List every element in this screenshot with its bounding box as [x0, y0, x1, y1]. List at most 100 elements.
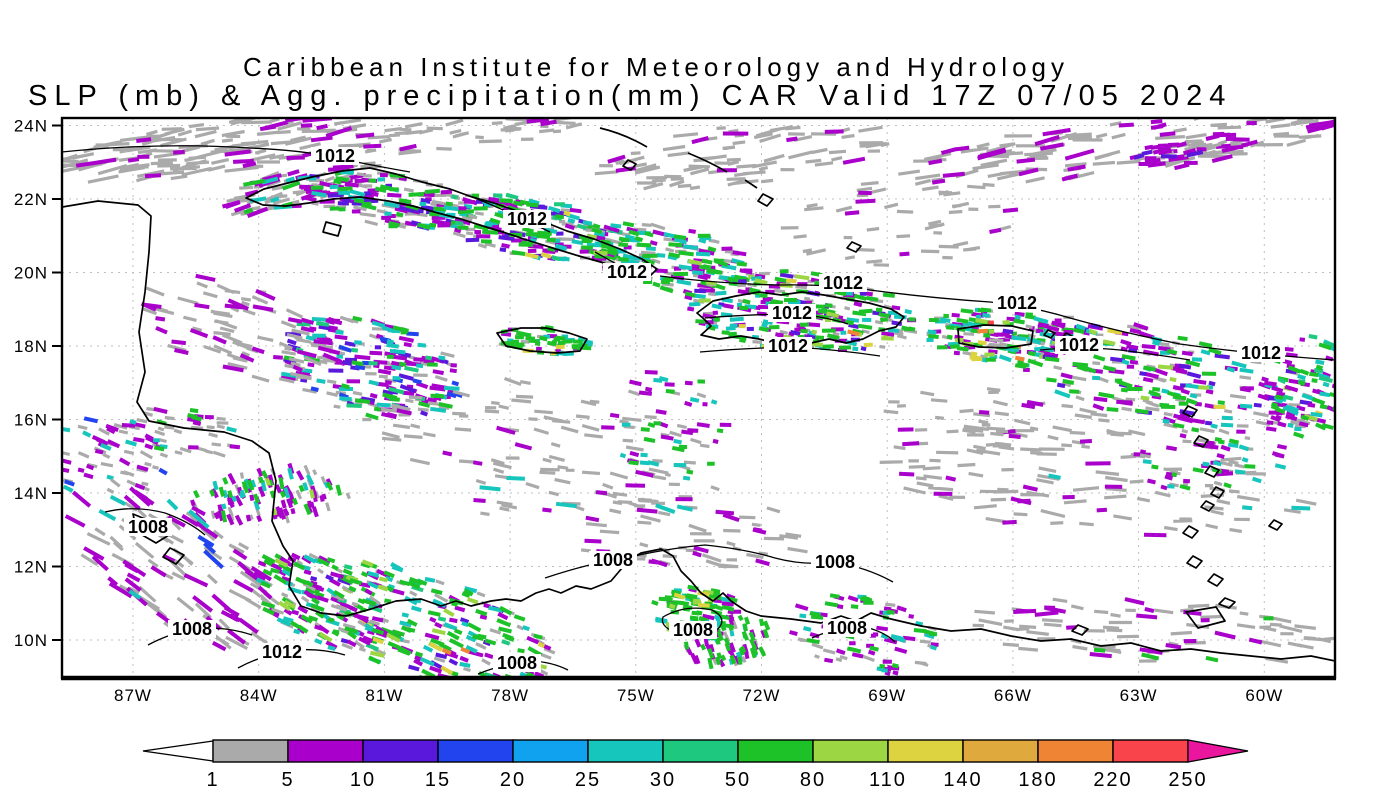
colorbar-tick-label: 20	[500, 769, 526, 791]
lon-tick-label: 66W	[994, 686, 1032, 705]
precip-cluster-cuba-west	[299, 170, 476, 231]
isobar-label-bg	[258, 643, 306, 661]
precip-cluster-sw-dense-main	[301, 559, 556, 677]
lon-tick-label: 60W	[1245, 686, 1283, 705]
isobar-label-bg	[819, 274, 867, 292]
isobar-label-bg	[993, 294, 1041, 312]
isobar-label-bg	[1237, 344, 1285, 362]
colorbar-tick-label: 80	[800, 769, 826, 791]
precip-cluster-mid-right-streaks	[879, 424, 1317, 538]
lon-tick-label: 78W	[491, 686, 529, 705]
colorbar-tick-label: 250	[1168, 769, 1207, 791]
colorbar: 1 5 10 15 20 25 30 50 80 110 140 180 220 250	[142, 739, 1249, 791]
axis-labels: 24N 22N 20N 18N 16N 14N 12N 10N 87W 84W 81W 78W 75W 7…	[14, 117, 1283, 706]
precip-cluster-top-right-streaks	[898, 119, 1334, 184]
precip-cluster-bottom-right-streaks	[972, 597, 1334, 664]
lat-tick-label: 16N	[14, 411, 48, 430]
isobar-label: 1008	[593, 550, 633, 570]
isobar-label-bg	[168, 620, 216, 638]
colorbar-segment	[437, 739, 514, 763]
precip-cluster-east-basin-sparse	[883, 387, 1125, 451]
isobar-label-bg	[1055, 336, 1103, 354]
isobar-label: 1012	[315, 146, 355, 166]
isobar-label: 1008	[172, 619, 212, 639]
isobar-label-bg	[603, 263, 651, 281]
isobar-label: 1008	[815, 552, 855, 572]
lon-tick-label: 75W	[617, 686, 655, 705]
colorbar-segment	[1112, 739, 1189, 763]
colorbar-segment	[212, 739, 289, 763]
isobar-label-bg	[768, 304, 816, 322]
colorbar-tick-label: 5	[281, 769, 294, 791]
colorbar-segment	[887, 739, 964, 763]
colorbar-tick-label: 110	[869, 769, 907, 791]
isobar-label: 1008	[827, 618, 867, 638]
lon-tick-label: 69W	[868, 686, 906, 705]
coastlines	[63, 127, 1334, 662]
precip-cluster-south-central-streaks	[473, 465, 808, 569]
isobar-label-bg	[311, 147, 359, 165]
colorbar-segment	[362, 739, 439, 763]
lon-tick-label: 81W	[365, 686, 403, 705]
isobar-label: 1012	[262, 642, 302, 662]
isobar-label-bg	[811, 553, 859, 571]
colorbar-tick-label: 140	[943, 769, 982, 791]
precip-cluster-south-of-hispaniola	[609, 370, 732, 481]
isobar-label-bg	[503, 210, 551, 228]
precipitation-field	[63, 119, 1334, 677]
colorbar-tick-label: 180	[1018, 769, 1057, 791]
isobar-label-bg	[764, 337, 812, 355]
page-subtitle: SLP (mb) & Agg. precipitation(mm) CAR Va…	[28, 80, 1233, 112]
isobar-labels: 1012 1012 1012 1012 1012 1012 1012 1012 1012 1008…	[124, 146, 1285, 673]
precip-cluster-mid-upper-sparse	[780, 178, 1019, 267]
colorbar-underflow-arrow	[142, 740, 214, 762]
isobar-label-bg	[823, 619, 871, 637]
isobar-label: 1012	[507, 209, 547, 229]
isobar-label: 1012	[1241, 343, 1281, 363]
isobar-label: 1008	[497, 653, 537, 673]
lat-tick-label: 14N	[14, 484, 48, 503]
precip-cluster-antilles-arc-spots	[1139, 423, 1288, 491]
isobar-label-bg	[124, 518, 172, 536]
isobar-label: 1012	[772, 303, 812, 323]
precip-cluster-sw-diagonal-streaks	[64, 478, 281, 652]
colorbar-segment	[662, 739, 739, 763]
colorbar-segment	[512, 739, 589, 763]
colorbar-segment	[1037, 739, 1114, 763]
isobar-label: 1008	[673, 620, 713, 640]
precip-cluster-top-left-streaks	[63, 119, 367, 184]
precip-cluster-sw-dense-west	[253, 552, 389, 652]
colorbar-tick-label: 15	[425, 769, 451, 791]
colorbar-tick-label: 30	[650, 769, 676, 791]
isobar-label: 1008	[128, 517, 168, 537]
precip-cluster-west-mid-streaks	[140, 273, 343, 384]
precip-cluster-guajira-band	[683, 614, 771, 670]
lon-tick-label: 87W	[114, 686, 152, 705]
lat-tick-label: 24N	[14, 117, 48, 136]
precip-cluster-bahamas-streaks	[594, 125, 890, 191]
precip-cluster-top-right-purple	[1129, 131, 1258, 166]
map-frame	[60, 116, 1337, 681]
precip-cluster-yucatan-channel-spots	[63, 416, 169, 494]
lat-tick-label: 20N	[14, 264, 48, 283]
colorbar-segment	[737, 739, 814, 763]
colorbar-tick-label: 1	[206, 769, 219, 791]
precip-cluster-nicaragua-coast-band	[190, 462, 351, 526]
isobar-label: 1012	[997, 293, 1037, 313]
precip-cluster-venezuela-spots	[789, 593, 939, 677]
isobar-label: 1012	[823, 273, 863, 293]
precip-cluster-top-center-streaks	[338, 119, 583, 156]
isobar-label: 1012	[768, 336, 808, 356]
lat-tick-label: 18N	[14, 337, 48, 356]
lat-tick-label: 22N	[14, 190, 48, 209]
colorbar-overflow-arrow	[1187, 739, 1249, 763]
colorbar-tick-label: 50	[725, 769, 751, 791]
isobar-label-bg	[589, 551, 637, 569]
colorbar-segment	[962, 739, 1039, 763]
colorbar-segment	[587, 739, 664, 763]
precip-cluster-jamaica-blobs	[498, 325, 594, 357]
isobar-label-bg	[493, 654, 541, 672]
colorbar-segment	[812, 739, 889, 763]
isobar-label: 1012	[607, 262, 647, 282]
